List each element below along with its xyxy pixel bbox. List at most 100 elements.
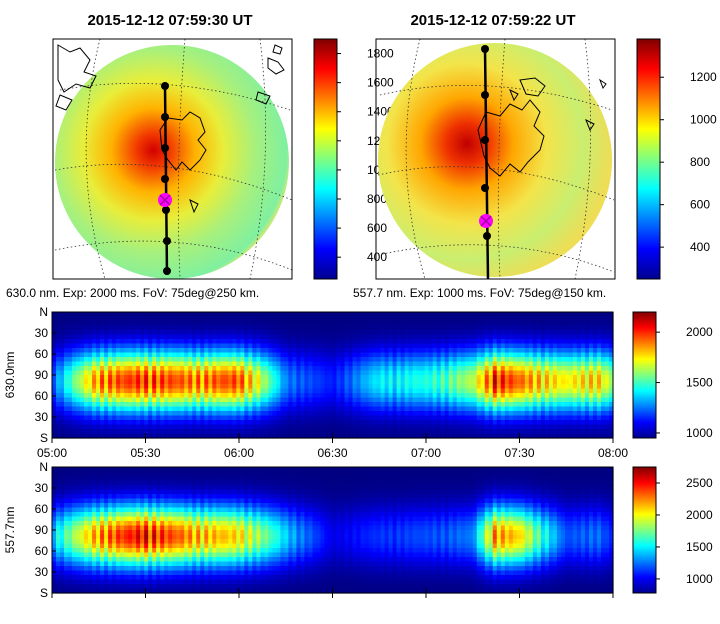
- keogram-cell: [204, 370, 209, 376]
- keogram-cell: [404, 312, 410, 318]
- keogram-cell: [304, 366, 310, 372]
- keogram-cell: [132, 494, 137, 500]
- keogram-cell: [288, 357, 294, 363]
- keogram-cell: [588, 325, 594, 331]
- keogram-cell: [56, 393, 61, 399]
- keogram-cell: [176, 539, 181, 545]
- keogram-cell: [140, 384, 145, 390]
- keogram-cell: [172, 584, 177, 590]
- keogram-cell: [140, 361, 145, 367]
- keogram-cell: [312, 424, 318, 430]
- keogram-cell: [136, 530, 141, 536]
- keogram-cell: [252, 312, 257, 318]
- keogram-cell: [500, 361, 506, 367]
- keogram-cell: [452, 379, 458, 385]
- keogram-cell: [280, 343, 286, 349]
- keogram-cell: [592, 379, 598, 385]
- keogram-cell: [476, 388, 482, 394]
- keogram-cell: [88, 312, 93, 318]
- keogram-cell: [372, 312, 378, 318]
- keogram-cell: [96, 406, 101, 412]
- keogram-cell: [428, 348, 434, 354]
- keogram-cell: [456, 388, 462, 394]
- keogram-cell: [168, 552, 173, 558]
- keogram-cell: [244, 415, 249, 421]
- keogram-cell: [512, 352, 518, 358]
- keogram-cell: [424, 388, 430, 394]
- keogram-cell: [456, 384, 462, 390]
- keogram-cell: [56, 552, 61, 558]
- keogram-cell: [408, 330, 414, 336]
- keogram-cell: [312, 433, 318, 439]
- keogram-cell: [604, 343, 610, 349]
- keogram-cell: [316, 330, 322, 336]
- keogram-cell: [472, 433, 478, 439]
- keogram-cell: [128, 507, 133, 513]
- keogram-cell: [352, 415, 358, 421]
- keogram-cell: [356, 411, 362, 417]
- keogram-cell: [316, 352, 322, 358]
- keogram-cell: [96, 467, 101, 473]
- keogram-cell: [56, 489, 61, 495]
- keogram-cell: [576, 411, 582, 417]
- keogram-cell: [480, 397, 486, 403]
- keogram-cell: [68, 325, 73, 331]
- keogram-cell: [552, 424, 558, 430]
- keogram-cell: [252, 406, 257, 412]
- keogram-cell: [196, 352, 201, 358]
- keogram-cell: [316, 321, 322, 327]
- keogram-cell: [100, 370, 105, 376]
- keogram-cell: [60, 530, 65, 536]
- keogram-cell: [60, 402, 65, 408]
- keogram-cell: [116, 543, 121, 549]
- keogram-cell: [540, 397, 546, 403]
- keogram-cell: [328, 361, 334, 367]
- keogram-cell: [440, 424, 446, 430]
- keogram-cell: [368, 420, 374, 426]
- keogram-cell: [88, 498, 93, 504]
- keogram-cell: [420, 321, 426, 327]
- keogram-cell: [292, 343, 298, 349]
- keogram-cell: [244, 348, 249, 354]
- keogram-cell: [148, 357, 153, 363]
- keogram-cell: [440, 361, 446, 367]
- keogram-cell: [560, 357, 566, 363]
- keogram-cell: [520, 424, 526, 430]
- keogram-cell: [296, 334, 302, 340]
- keogram-cell: [440, 357, 446, 363]
- keogram-cell: [408, 433, 414, 439]
- keogram-cell: [168, 393, 173, 399]
- keogram-cell: [604, 433, 610, 439]
- keogram-cell: [56, 534, 61, 540]
- keogram-cell: [524, 334, 530, 340]
- keogram-cell: [92, 402, 97, 408]
- keogram-cell: [136, 588, 141, 594]
- keogram-cell: [128, 471, 133, 477]
- keogram-cell: [200, 433, 205, 439]
- keogram-cell: [308, 352, 314, 358]
- keogram-cell: [492, 388, 498, 394]
- keogram-cell: [552, 393, 558, 399]
- keogram-cell: [124, 375, 129, 381]
- keogram-cell: [392, 411, 398, 417]
- keogram-cell: [156, 557, 161, 563]
- keogram-cell: [64, 370, 69, 376]
- keogram-cell: [208, 316, 213, 322]
- keogram-cell: [124, 570, 129, 576]
- keogram-cell: [608, 366, 614, 372]
- keogram-cell: [392, 339, 398, 345]
- keogram-cell: [564, 357, 570, 363]
- keogram-cell: [292, 370, 298, 376]
- keogram-cell: [156, 566, 161, 572]
- keogram-cell: [148, 312, 153, 318]
- keogram-cell: [376, 411, 382, 417]
- keogram-cell: [576, 370, 582, 376]
- keogram-cell: [592, 330, 598, 336]
- keogram-cell: [88, 384, 93, 390]
- keogram-cell: [120, 388, 125, 394]
- keogram-cell: [168, 539, 173, 545]
- keogram-cell: [432, 384, 438, 390]
- keogram-cell: [176, 379, 181, 385]
- keogram-cell: [468, 384, 474, 390]
- keogram-cell: [256, 397, 261, 403]
